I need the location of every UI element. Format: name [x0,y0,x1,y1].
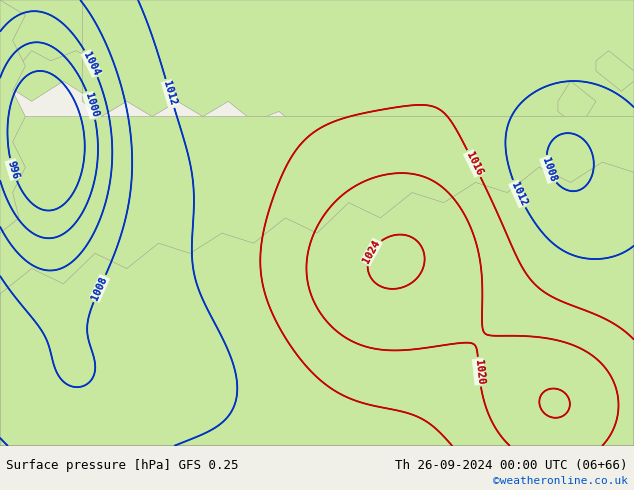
Text: 1016: 1016 [464,150,484,177]
Text: ©weatheronline.co.uk: ©weatheronline.co.uk [493,476,628,487]
Text: 1012: 1012 [162,80,178,107]
Text: 1012: 1012 [162,80,178,107]
Text: 1020: 1020 [473,359,485,385]
Text: Surface pressure [hPa] GFS 0.25: Surface pressure [hPa] GFS 0.25 [6,459,239,472]
Text: 1024: 1024 [361,239,382,265]
Text: 1004: 1004 [82,50,101,77]
Text: 1000: 1000 [83,92,100,119]
Text: 1000: 1000 [83,92,100,119]
Text: 1004: 1004 [82,50,101,77]
Text: 996: 996 [6,159,20,180]
Text: 1016: 1016 [464,150,484,177]
Text: 996: 996 [6,159,20,180]
Text: 1012: 1012 [509,180,529,207]
Text: 1008: 1008 [90,275,109,302]
Text: 1008: 1008 [540,156,558,183]
Text: Th 26-09-2024 00:00 UTC (06+66): Th 26-09-2024 00:00 UTC (06+66) [395,459,628,472]
Text: 1008: 1008 [540,156,558,183]
Text: 1020: 1020 [473,359,485,385]
Text: 1012: 1012 [509,180,529,207]
Text: 1024: 1024 [361,239,382,265]
Text: 1008: 1008 [90,275,109,302]
